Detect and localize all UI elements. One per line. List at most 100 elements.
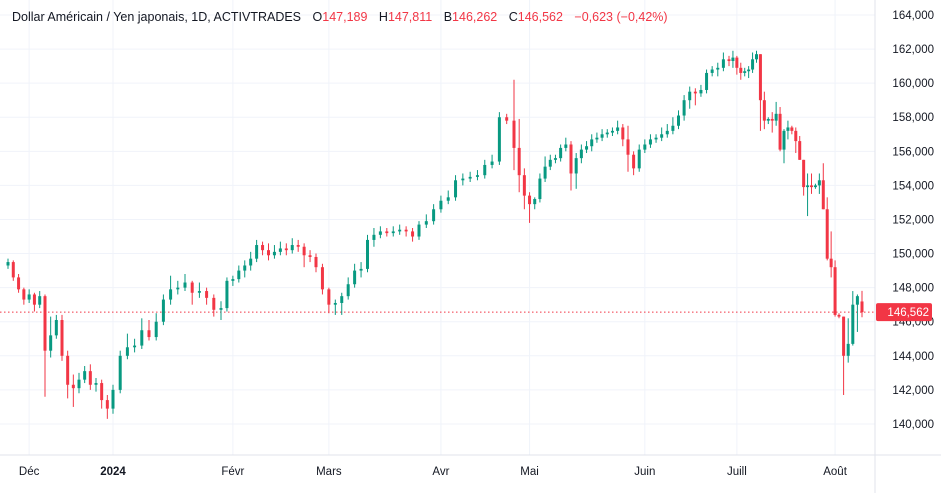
candle-up (38, 296, 42, 305)
candle-up (855, 296, 859, 305)
candle-down (837, 314, 841, 317)
candle-up (161, 299, 165, 322)
high-label: H (378, 10, 388, 24)
candle-down (778, 113, 782, 150)
candle-up (54, 320, 58, 336)
candle-up (648, 139, 652, 145)
symbol-title: Dollar Américain / Yen japonais, 1D, ACT… (12, 10, 302, 24)
candle-up (817, 180, 821, 186)
candle-up (643, 144, 647, 150)
candle-down (735, 57, 739, 68)
candle-up (677, 115, 680, 126)
candle-up (699, 89, 703, 94)
candle-down (17, 277, 21, 290)
candle-down (693, 91, 697, 94)
price-axis[interactable]: 164,000 162,000 160,000 158,000 156,000 154,0… (876, 10, 934, 431)
candle-up (197, 291, 201, 293)
time-tick-label: Déc (19, 466, 40, 478)
candle-down (833, 267, 837, 315)
candle-up (219, 308, 223, 310)
candle-up (751, 59, 755, 70)
price-tick-label: 156,000 (892, 146, 934, 158)
candle-up (490, 161, 494, 165)
candle-down (261, 245, 265, 251)
time-tick-label: Août (823, 466, 847, 478)
candle-down (739, 67, 743, 73)
candle-up (272, 251, 276, 256)
candle-down (43, 296, 47, 351)
candle-up (77, 379, 81, 389)
price-tick-label: 148,000 (892, 283, 934, 295)
candle-up (731, 57, 735, 62)
candles (6, 50, 864, 419)
candle-up (579, 149, 583, 159)
price-tick-label: 158,000 (892, 112, 934, 124)
candle-up (176, 287, 180, 290)
candle-down (770, 118, 774, 121)
last-price-label: 146,562 (887, 307, 929, 319)
candle-up (118, 355, 122, 390)
candle-up (359, 268, 363, 271)
open-label: O (312, 10, 323, 24)
candle-up (454, 180, 458, 198)
candle-down (385, 231, 389, 234)
low-label: B (443, 10, 453, 24)
candle-up (553, 158, 557, 160)
candle-up (585, 146, 589, 150)
candle-down (762, 100, 766, 121)
change-value: −0,623 (−0,42%) (574, 10, 668, 24)
close-value: 146,562 (517, 10, 563, 24)
candle-down (512, 120, 516, 148)
candle-up (716, 67, 720, 70)
candle-up (183, 282, 187, 288)
symbol-legend: Dollar Américain / Yen japonais, 1D, ACT… (12, 10, 668, 24)
candle-up (333, 302, 337, 305)
price-tick-label: 144,000 (892, 351, 934, 363)
candle-up (475, 175, 479, 177)
price-tick-label: 162,000 (892, 44, 934, 56)
candle-up (398, 229, 402, 232)
time-tick-label: Juin (634, 466, 655, 478)
candle-down (810, 185, 813, 188)
price-tick-label: 154,000 (892, 180, 934, 192)
candle-up (610, 130, 614, 133)
candle-down (727, 59, 731, 62)
candle-up (671, 125, 675, 131)
candle-up (548, 159, 552, 167)
candle-up (600, 134, 604, 138)
time-tick-label: Juill (727, 466, 747, 478)
candle-up (83, 371, 87, 380)
candle-up (372, 234, 376, 240)
candle-up (353, 270, 357, 285)
candle-up (446, 197, 450, 201)
time-axis[interactable]: Déc 2024 Févr Mars Avr Mai Juin Juill Août (19, 466, 848, 478)
candle-up (616, 127, 620, 131)
candle-down (267, 250, 270, 256)
candle-up (340, 296, 344, 303)
candle-down (190, 282, 194, 293)
close-label: C (508, 10, 518, 24)
candle-up (243, 265, 247, 271)
candle-down (71, 384, 75, 389)
candle-up (590, 139, 594, 147)
candle-up (688, 91, 692, 101)
candle-up (27, 294, 31, 300)
candle-down (794, 130, 798, 142)
candle-up (169, 289, 173, 300)
candle-down (758, 54, 762, 101)
candle-down (829, 258, 833, 268)
candle-down (825, 209, 829, 259)
candle-down (105, 400, 109, 409)
candle-down (821, 180, 825, 210)
candle-down (100, 383, 104, 401)
candle-up (851, 304, 855, 344)
candle-up (125, 347, 129, 356)
candle-up (605, 132, 609, 135)
last-price-badge (876, 303, 932, 322)
candle-up (806, 185, 810, 188)
candle-up (755, 54, 758, 60)
candle-down (505, 117, 509, 121)
candle-down (296, 245, 300, 247)
